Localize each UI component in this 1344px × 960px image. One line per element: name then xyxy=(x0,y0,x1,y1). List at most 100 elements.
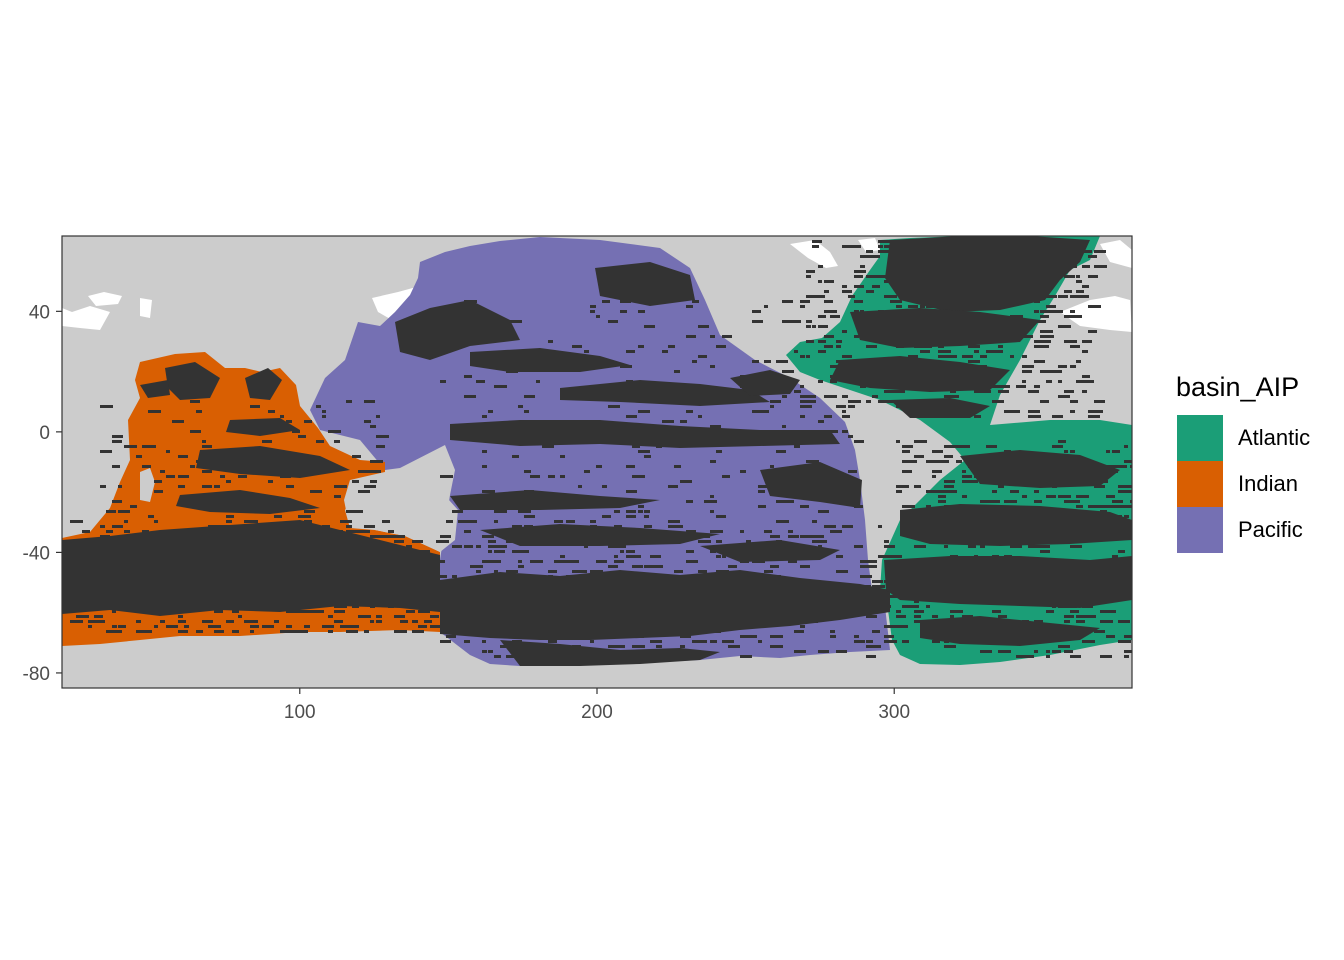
no-data-speckle xyxy=(626,550,635,553)
no-data-speckle xyxy=(220,475,225,478)
no-data-speckle xyxy=(890,595,902,598)
no-data-speckle xyxy=(506,435,512,438)
no-data-speckle xyxy=(214,535,221,538)
no-data-speckle xyxy=(1130,465,1132,468)
no-data-speckle xyxy=(608,405,620,408)
no-data-speckle xyxy=(388,560,399,563)
no-data-speckle xyxy=(1028,415,1041,418)
no-data-speckle xyxy=(944,640,949,643)
no-data-speckle xyxy=(572,570,578,573)
no-data-speckle xyxy=(902,570,914,573)
no-data-speckle xyxy=(944,275,952,278)
no-data-speckle xyxy=(1052,305,1056,308)
no-data-speckle xyxy=(1088,275,1098,278)
no-data-speckle xyxy=(686,410,693,413)
no-data-speckle xyxy=(674,520,680,523)
no-data-speckle xyxy=(530,475,540,478)
no-data-speckle xyxy=(1004,410,1011,413)
no-data-speckle xyxy=(1004,385,1010,388)
no-data-speckle xyxy=(136,620,141,623)
no-data-speckle xyxy=(160,550,167,553)
no-data-speckle xyxy=(250,505,255,508)
no-data-speckle xyxy=(436,540,449,543)
no-data-speckle xyxy=(458,630,468,633)
no-data-speckle xyxy=(196,630,203,633)
no-data-speckle xyxy=(806,355,810,358)
no-data-speckle xyxy=(782,300,793,303)
no-data-speckle xyxy=(884,580,893,583)
no-data-speckle xyxy=(752,375,760,378)
no-data-speckle xyxy=(1046,575,1054,578)
no-data-speckle xyxy=(160,565,164,568)
no-data-speckle xyxy=(76,595,82,598)
no-data-speckle xyxy=(238,615,242,618)
no-data-speckle xyxy=(962,245,972,248)
no-data-speckle xyxy=(328,430,341,433)
no-data-speckle xyxy=(686,530,696,533)
no-data-speckle xyxy=(884,545,895,548)
no-data-speckle xyxy=(1070,655,1081,658)
no-data-speckle xyxy=(686,630,693,633)
australia-land xyxy=(344,472,458,552)
no-data-speckle xyxy=(274,620,279,623)
no-data-speckle xyxy=(956,460,962,463)
no-data-speckle xyxy=(962,480,973,483)
no-data-speckle xyxy=(178,485,185,488)
no-data-speckle xyxy=(280,550,284,553)
no-data-speckle xyxy=(262,590,266,593)
no-data-speckle xyxy=(896,370,907,373)
no-data-speckle xyxy=(506,320,513,323)
no-data-speckle xyxy=(848,470,857,473)
no-data-speckle xyxy=(244,585,253,588)
no-data-speckle xyxy=(566,610,573,613)
no-data-speckle xyxy=(1082,285,1089,288)
no-data-speckle xyxy=(614,545,626,548)
no-data-speckle xyxy=(644,325,655,328)
no-data-speckle xyxy=(908,405,916,408)
no-data-speckle xyxy=(926,255,933,258)
no-data-speckle xyxy=(908,265,915,268)
no-data-speckle xyxy=(268,545,277,548)
no-data-speckle xyxy=(488,540,496,543)
no-data-speckle xyxy=(884,240,893,243)
no-data-speckle xyxy=(328,630,333,633)
no-data-speckle xyxy=(968,625,975,628)
no-data-speckle xyxy=(590,605,601,608)
no-data-speckle xyxy=(292,555,304,558)
no-data-speckle xyxy=(268,425,275,428)
no-data-speckle xyxy=(782,500,794,503)
no-data-speckle xyxy=(998,650,1011,653)
no-data-speckle xyxy=(854,310,859,313)
no-data-speckle xyxy=(298,630,308,633)
no-data-speckle xyxy=(902,640,909,643)
no-data-speckle xyxy=(100,525,105,528)
no-data-speckle xyxy=(608,635,615,638)
no-data-speckle xyxy=(890,275,895,278)
no-data-speckle xyxy=(352,560,361,563)
no-data-speckle xyxy=(884,295,897,298)
no-data-speckle xyxy=(154,555,164,558)
no-data-speckle xyxy=(274,565,287,568)
no-data-speckle xyxy=(938,570,949,573)
no-data-speckle xyxy=(202,620,213,623)
no-data-speckle xyxy=(842,355,851,358)
no-data-speckle xyxy=(860,560,869,563)
no-data-speckle xyxy=(250,555,257,558)
no-data-speckle xyxy=(662,535,672,538)
no-data-speckle xyxy=(440,615,453,618)
no-data-speckle xyxy=(124,445,137,448)
no-data-speckle xyxy=(88,555,92,558)
no-data-speckle xyxy=(316,555,329,558)
no-data-speckle xyxy=(106,630,112,633)
no-data-speckle xyxy=(578,580,582,583)
no-data-speckle xyxy=(1118,620,1130,623)
no-data-speckle xyxy=(1064,565,1068,568)
no-data-speckle xyxy=(806,595,819,598)
no-data-speckle xyxy=(992,255,1000,258)
no-data-speckle xyxy=(914,620,924,623)
no-data-speckle xyxy=(476,570,481,573)
no-data-speckle xyxy=(1022,370,1032,373)
no-data-speckle xyxy=(1040,630,1044,633)
no-data-speckle xyxy=(944,240,954,243)
no-data-speckle xyxy=(866,365,879,368)
